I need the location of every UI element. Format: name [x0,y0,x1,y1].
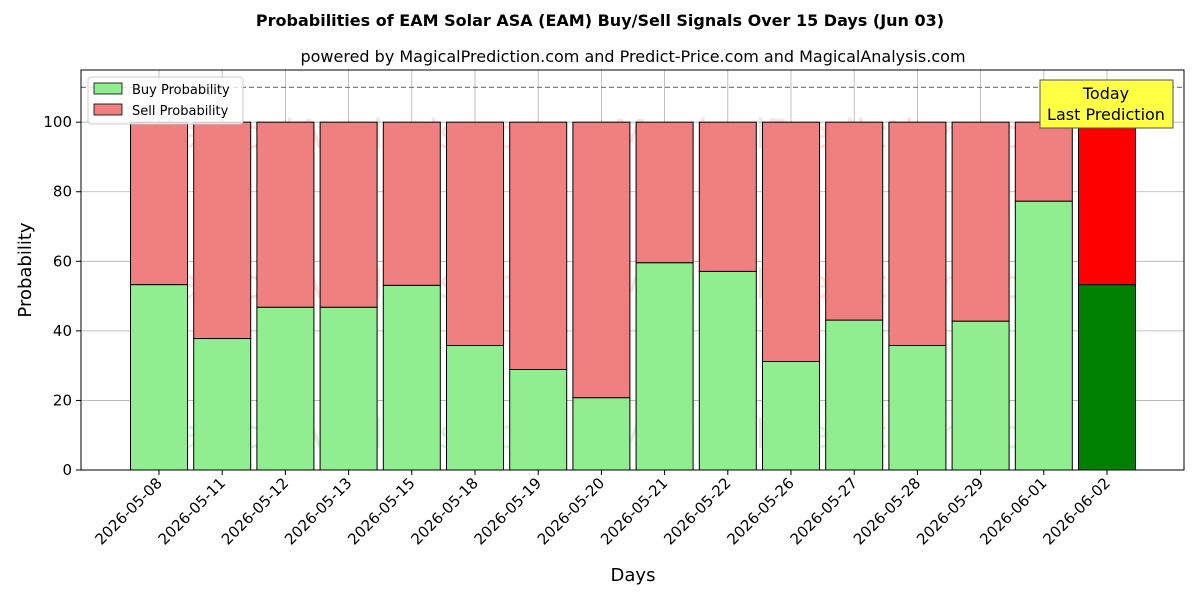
x-tick-label: 2026-05-12 [218,474,292,548]
x-tick-label: 2026-05-26 [723,474,797,548]
bar-buy [572,397,631,471]
y-tick-label: 100 [43,113,72,131]
bar-sell [509,121,568,370]
bar-sell [572,121,631,399]
x-tick-label: 2026-05-19 [471,474,545,548]
bar-sell [130,121,188,286]
y-tick-label: 60 [53,252,72,270]
bar-buy [1014,200,1073,471]
legend: Buy Probability Sell Probability [87,76,244,125]
y-axis-label: Probability [15,222,36,317]
bar-sell [319,121,378,308]
bar-buy [698,270,757,471]
bar-sell [382,121,441,286]
chart-title: Probabilities of EAM Solar ASA (EAM) Buy… [256,11,944,30]
x-tick-label: 2026-05-20 [534,474,608,548]
bar-sell [193,121,252,340]
bar-buy [446,344,504,471]
x-tick-label: 2026-05-15 [344,474,418,548]
x-tick-label: 2026-06-02 [1039,474,1113,548]
bar-buy [193,338,252,471]
legend-box [87,76,244,125]
chart-subtitle: powered by MagicalPrediction.com and Pre… [300,47,965,66]
bar-sell [446,121,504,346]
bar-sell [256,121,315,308]
annotation-box [1039,79,1174,129]
bar-buy [1078,284,1136,471]
bar-sell [1078,121,1136,286]
annotation-line-last-prediction: Last Prediction [1047,105,1165,124]
legend-swatch-buy [93,82,123,95]
bars-layer [130,121,1136,471]
x-tick-label: 2026-05-27 [787,474,861,548]
legend-swatch-sell [93,103,123,116]
bar-buy [130,284,188,471]
today-annotation: Today Last Prediction [1039,79,1174,129]
bar-buy [509,368,568,471]
annotation-line-today: Today [1082,84,1129,103]
y-tick-label: 40 [53,322,72,340]
y-axis: 0 20 40 60 80 100 [43,113,81,479]
y-tick-label: 20 [53,391,72,409]
bar-sell [951,121,1010,322]
bar-sell [888,121,947,346]
x-tick-label: 2026-05-08 [91,474,165,548]
x-tick-label: 2026-05-21 [597,474,671,548]
bar-sell [1014,121,1073,202]
x-tick-label: 2026-06-01 [976,474,1050,548]
bar-sell [825,121,884,321]
legend-label-sell: Sell Probability [132,104,229,119]
bar-buy [825,319,884,471]
x-axis-label: Days [611,565,656,586]
x-tick-label: 2026-05-22 [660,474,734,548]
bar-buy [888,344,947,471]
plot-frame [80,69,1185,471]
x-tick-label: 2026-05-29 [913,474,987,548]
bar-buy [635,262,694,471]
bar-buy [951,320,1010,471]
x-tick-label: 2026-05-28 [850,474,924,548]
bar-buy [319,306,378,471]
bar-buy [256,306,315,471]
legend-label-buy: Buy Probability [132,83,230,98]
bar-sell [698,121,757,272]
y-tick-label: 80 [53,183,72,201]
y-tick-label: 0 [62,461,72,479]
bar-sell [635,121,694,264]
x-axis: 2026-05-082026-05-112026-05-122026-05-13… [91,470,1114,548]
x-tick-label: 2026-05-18 [407,474,481,548]
bar-buy [762,360,820,471]
bar-sell [762,121,820,362]
bar-buy [382,284,441,471]
x-tick-label: 2026-05-11 [155,474,229,548]
x-tick-label: 2026-05-13 [281,474,355,548]
